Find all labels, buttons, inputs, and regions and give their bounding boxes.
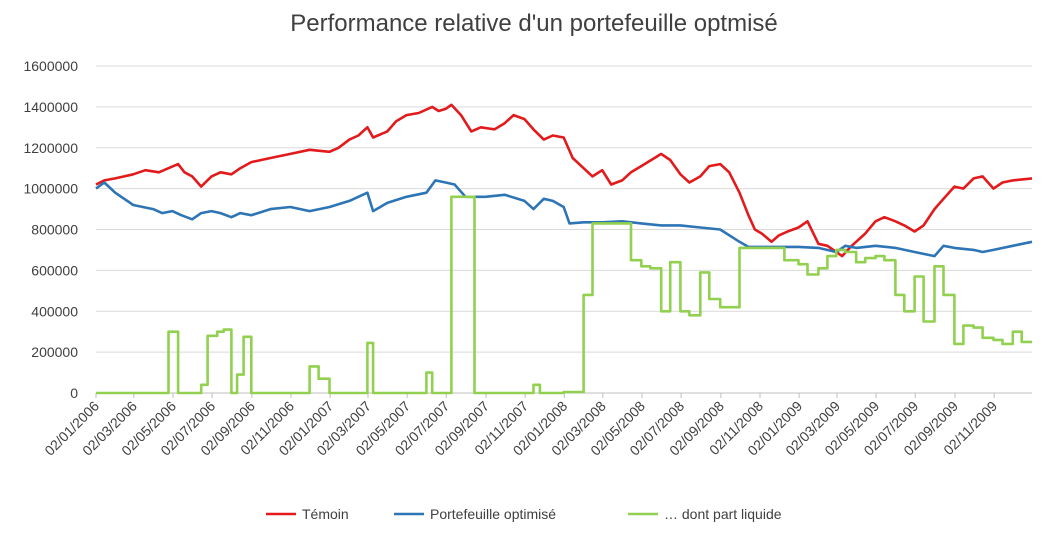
y-tick-label: 400000	[31, 303, 78, 319]
legend: Témoin Portefeuille optimisé … dont part l…	[266, 506, 782, 522]
y-tick-label: 0	[70, 385, 78, 401]
y-tick-label: 1200000	[23, 140, 78, 156]
legend-label: Témoin	[302, 506, 349, 522]
y-axis-ticks: 0 200000 400000 600000 800000 1000000 1200000 1…	[23, 58, 78, 401]
legend-label: Portefeuille optimisé	[430, 506, 556, 522]
gridlines	[96, 65, 1032, 394]
y-tick-label: 1000000	[23, 181, 78, 197]
legend-label: … dont part liquide	[664, 506, 782, 522]
series-line-1	[95, 103, 1033, 258]
x-axis-ticks: 02/01/200602/03/200602/05/200602/07/2006…	[41, 393, 1000, 459]
y-tick-label: 1600000	[23, 58, 78, 74]
series-lines	[95, 103, 1033, 395]
y-tick-label: 800000	[31, 222, 78, 238]
y-tick-label: 1400000	[23, 99, 78, 115]
y-tick-label: 200000	[31, 344, 78, 360]
chart-title: Performance relative d'un portefeuille o…	[290, 10, 778, 37]
series-line-3	[96, 195, 1032, 395]
y-tick-label: 600000	[31, 262, 78, 278]
series-line-2	[95, 179, 1033, 258]
